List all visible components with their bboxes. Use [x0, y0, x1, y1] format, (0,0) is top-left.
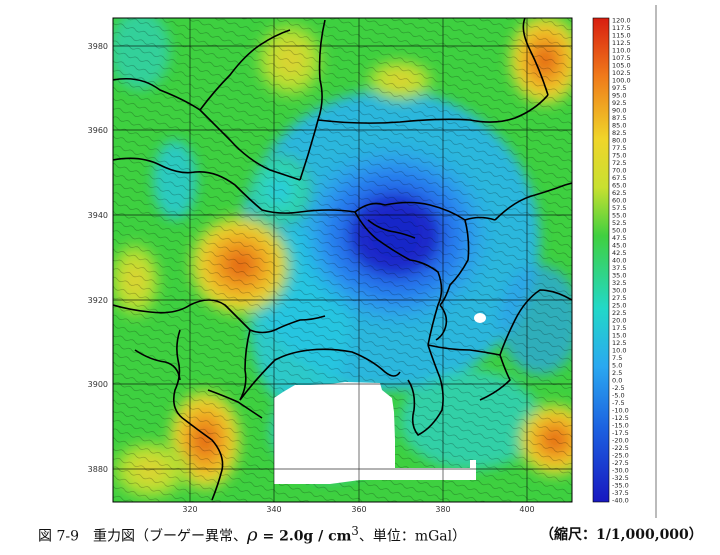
no-data-area	[274, 382, 476, 484]
legend-value: -5.0	[612, 392, 625, 400]
legend-value: -40.0	[612, 497, 629, 505]
legend-value: 7.5	[612, 354, 622, 362]
legend-value: 90.0	[612, 107, 626, 115]
legend-value: -32.5	[612, 474, 629, 482]
legend-value: 77.5	[612, 144, 626, 152]
caption-formula: = 2.0g / cm	[257, 528, 352, 545]
caption-unit: 、単位：mGal）	[358, 528, 467, 545]
figure-scale: （縮尺：1/1,000,000）	[540, 527, 703, 543]
legend-value: 60.0	[612, 197, 626, 205]
legend-value: 27.5	[612, 294, 626, 302]
legend-value: 2.5	[612, 369, 622, 377]
legend-value: 75.0	[612, 152, 626, 160]
legend-value: 37.5	[612, 264, 626, 272]
legend-value: 55.0	[612, 212, 626, 220]
x-tick-label: 340	[266, 505, 281, 514]
legend-value: -7.5	[612, 399, 625, 407]
legend-value: 92.5	[612, 99, 626, 107]
legend-value: -2.5	[612, 384, 625, 392]
legend-value: 47.5	[612, 234, 626, 242]
legend-value: 52.5	[612, 219, 626, 227]
coastline-boundaries	[113, 18, 572, 501]
legend-value: -12.5	[612, 414, 629, 422]
legend-value: 22.5	[612, 309, 626, 317]
legend-value: 62.5	[612, 189, 626, 197]
x-tick-label: 320	[182, 505, 197, 514]
legend-value: 15.0	[612, 332, 626, 340]
legend-value: 57.5	[612, 204, 626, 212]
legend-value: 87.5	[612, 114, 626, 122]
legend-value: 32.5	[612, 279, 626, 287]
legend-value: 45.0	[612, 242, 626, 250]
x-tick-label: 380	[435, 505, 450, 514]
legend-value: -35.0	[612, 482, 629, 490]
legend-value: 85.0	[612, 122, 626, 130]
caption-rho: ρ	[247, 524, 258, 546]
legend-value: 82.5	[612, 129, 626, 137]
legend-value: 42.5	[612, 249, 626, 257]
y-tick-label: 3920	[88, 296, 108, 305]
gravity-anomaly-field	[113, 18, 572, 502]
legend-value: -30.0	[612, 467, 629, 475]
legend-value: 100.0	[612, 77, 631, 85]
legend-value: 117.5	[612, 24, 631, 32]
legend-value: 105.0	[612, 62, 631, 70]
y-tick-label: 3900	[88, 380, 108, 389]
color-legend: 120.0117.5115.0112.5110.0107.5105.0102.5…	[592, 17, 631, 505]
legend-value: -10.0	[612, 407, 629, 415]
legend-value: 30.0	[612, 287, 626, 295]
legend-value: -27.5	[612, 459, 629, 467]
legend-value: 102.5	[612, 69, 631, 77]
legend-value: 115.0	[612, 32, 631, 40]
map-grid	[113, 18, 572, 502]
legend-value: 72.5	[612, 159, 626, 167]
legend-value: 67.5	[612, 174, 626, 182]
legend-value: -17.5	[612, 429, 629, 437]
legend-value: 40.0	[612, 257, 626, 265]
caption-label: 図 7-9 重力図（ブーゲー異常、	[38, 528, 247, 545]
y-tick-label: 3940	[88, 211, 108, 220]
legend-value: 25.0	[612, 302, 626, 310]
y-tick-label: 3980	[88, 42, 108, 51]
legend-value: -22.5	[612, 444, 629, 452]
legend-value: 10.0	[612, 347, 626, 355]
caption-exponent: 3	[351, 524, 359, 538]
map-frame	[112, 17, 573, 503]
legend-value: 20.0	[612, 317, 626, 325]
legend-value: 65.0	[612, 182, 626, 190]
legend-value: 70.0	[612, 167, 626, 175]
legend-value: 12.5	[612, 339, 626, 347]
y-tick-label: 3960	[88, 126, 108, 135]
y-axis-ticks: 3980 3960 3940 3920 3900 3880	[88, 42, 108, 474]
legend-value: -20.0	[612, 437, 629, 445]
legend-value: 95.0	[612, 92, 626, 100]
legend-value: -37.5	[612, 489, 629, 497]
legend-value: -15.0	[612, 422, 629, 430]
y-tick-label: 3880	[88, 465, 108, 474]
legend-value: 0.0	[612, 377, 622, 385]
x-tick-label: 360	[351, 505, 366, 514]
legend-value: 17.5	[612, 324, 626, 332]
no-data-spot	[474, 313, 486, 323]
x-axis-ticks: 320 340 360 380 400	[182, 505, 534, 514]
legend-value: 97.5	[612, 84, 626, 92]
legend-value: 120.0	[612, 17, 631, 25]
legend-value: 35.0	[612, 272, 626, 280]
legend-value: 110.0	[612, 47, 631, 55]
legend-value: 112.5	[612, 39, 631, 47]
legend-value: -25.0	[612, 452, 629, 460]
legend-value: 50.0	[612, 227, 626, 235]
legend-value: 80.0	[612, 137, 626, 145]
color-scale-bar	[592, 17, 610, 503]
legend-labels: 120.0117.5115.0112.5110.0107.5105.0102.5…	[612, 17, 631, 505]
figure-caption: 図 7-9 重力図（ブーゲー異常、ρ = 2.0g / cm3、単位：mGal）	[38, 524, 466, 546]
x-tick-label: 400	[519, 505, 534, 514]
legend-value: 107.5	[612, 54, 631, 62]
legend-value: 5.0	[612, 362, 622, 370]
